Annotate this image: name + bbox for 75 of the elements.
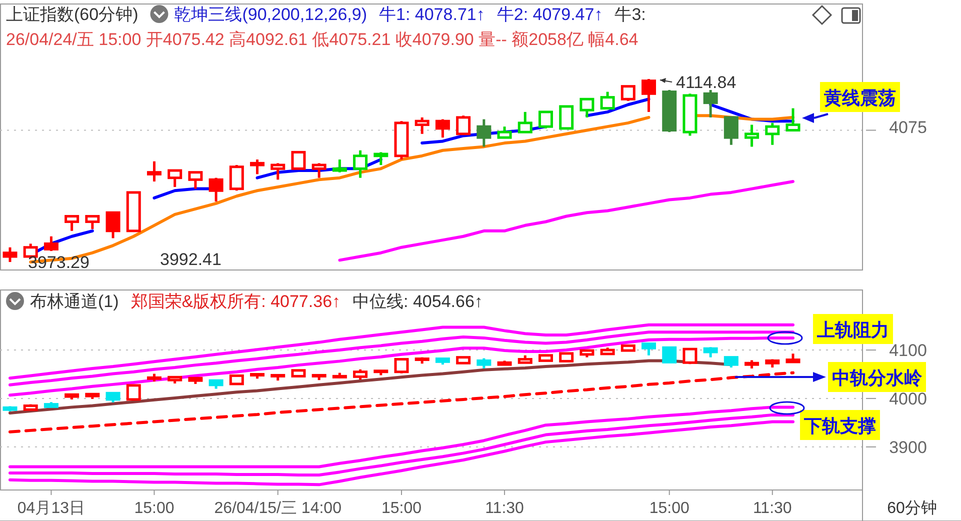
annotation: 中位线: 4054.66↑: [352, 292, 483, 311]
text: 黄线震荡: [823, 88, 896, 108]
candlestick: [786, 107, 800, 132]
chart-title: 布林通道(1): [30, 292, 119, 311]
candlestick: [229, 374, 244, 386]
x-tick-label: 15:00: [381, 500, 422, 517]
text: 上轨阻力: [816, 320, 889, 340]
candlestick: [64, 215, 80, 232]
candlestick: [291, 150, 306, 170]
x-tick-label: 15:00: [649, 500, 690, 517]
y-tick-label: 3900: [889, 438, 927, 457]
x-tick-label: 11:30: [485, 500, 524, 517]
chart-title: 上证指数(60分钟): [6, 5, 138, 24]
candlestick: [332, 158, 347, 174]
candlestick: [476, 118, 492, 148]
candlestick: [600, 90, 615, 110]
candlestick: [374, 150, 388, 166]
annotation: 3992.41: [160, 250, 222, 269]
candlestick: [580, 98, 594, 119]
candlestick: [353, 149, 368, 180]
candlestick: [106, 391, 120, 404]
candlestick: [703, 346, 718, 359]
line-series: [8, 420, 794, 486]
candlestick: [312, 162, 326, 180]
text: 牛2: 4079.47↑: [496, 5, 603, 24]
candlestick: [250, 158, 265, 176]
candlestick: [682, 346, 698, 366]
text: 4075: [889, 118, 927, 137]
text: 中轨分水岭: [832, 368, 923, 388]
candlestick: [229, 164, 244, 192]
candlestick: [642, 342, 656, 357]
x-axis-title: 60分钟: [887, 500, 937, 517]
candlestick: [44, 235, 58, 252]
candlestick: [642, 78, 656, 114]
candlestick: [270, 162, 286, 181]
candlestick: [662, 346, 677, 364]
annotation: 4114.84: [676, 73, 736, 92]
candlestick: [353, 368, 368, 381]
line-series: [8, 323, 794, 380]
candlestick: [435, 118, 450, 139]
candlestick: [620, 85, 636, 102]
annotation: 郑国荣&版权所有: 4077.36↑: [130, 292, 341, 311]
candlestick: [538, 110, 553, 130]
candlestick: [85, 215, 100, 230]
candlestick: [146, 160, 162, 183]
candlestick: [724, 356, 738, 369]
candlestick: [456, 114, 471, 136]
candlestick: [497, 125, 512, 139]
candlestick: [394, 358, 409, 375]
candlestick: [2, 246, 18, 264]
text: 乾坤三线(90,200,12,26,9): [174, 5, 367, 24]
chart-subtitle: 26/04/24/五 15:00 开4075.42 高4092.61 低4075.21 收4079.90 量-- 额2058亿 幅4.64: [6, 30, 638, 49]
candlestick: [106, 211, 120, 240]
line-series: [8, 371, 794, 434]
x-tick-label: 11:30: [752, 500, 792, 517]
candlestick: [476, 357, 492, 370]
text: 牛1: 4078.71↑: [379, 5, 485, 24]
y-tick-label: 4000: [889, 389, 927, 408]
x-tick-label: 04月13日: [17, 500, 86, 517]
candlestick: [518, 110, 532, 134]
candlestick: [414, 116, 430, 136]
candlestick: [765, 122, 780, 146]
candlestick: [188, 171, 203, 190]
candlestick: [168, 169, 182, 188]
x-tick-label: 15:00: [134, 500, 174, 517]
y-tick-label: 4100: [889, 341, 927, 360]
text: 牛3:: [614, 5, 646, 24]
candlestick: [559, 105, 574, 130]
candlestick: [126, 384, 141, 401]
candlestick: [744, 124, 760, 148]
text: 下轨支撑: [803, 416, 876, 436]
candlestick: [724, 116, 738, 146]
candlestick: [208, 176, 224, 203]
x-tick-label: 26/04/15/三 14:00: [214, 500, 342, 517]
candlestick: [703, 88, 718, 119]
